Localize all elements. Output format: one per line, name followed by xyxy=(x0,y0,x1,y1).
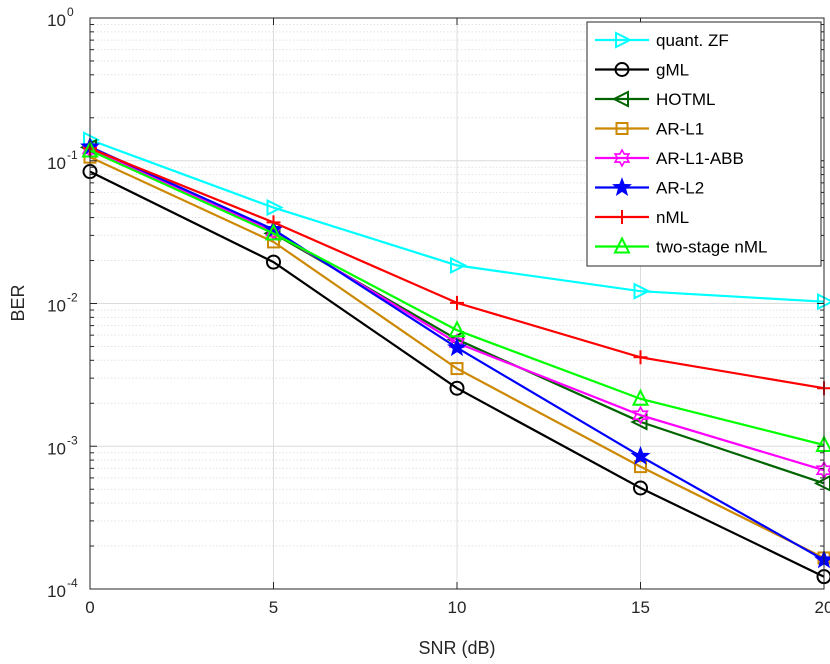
data-point xyxy=(817,293,830,311)
legend-label: nML xyxy=(656,208,689,227)
data-point xyxy=(450,256,468,274)
legend-label: quant. ZF xyxy=(656,31,729,50)
data-point xyxy=(267,235,280,249)
data-point xyxy=(633,350,648,365)
legend-entry: HOTML xyxy=(595,90,716,109)
y-tick-label: 10 xyxy=(47,297,66,316)
legend-entry: nML xyxy=(595,208,689,227)
y-tick-label: 10 xyxy=(47,154,66,173)
data-point xyxy=(264,223,283,241)
legend-label: AR-L1 xyxy=(656,120,704,139)
data-point xyxy=(448,319,466,338)
x-axis-label: SNR (dB) xyxy=(418,638,495,658)
data-point xyxy=(450,295,464,310)
y-tick-exponent: 0 xyxy=(67,5,74,19)
y-tick-exponent: -1 xyxy=(67,148,78,162)
legend-entry: gML xyxy=(595,61,689,80)
legend-label: AR-L2 xyxy=(656,179,704,198)
data-point xyxy=(813,475,830,492)
legend-marker xyxy=(615,122,629,135)
data-point xyxy=(631,388,650,406)
legend-entry: AR-L2 xyxy=(595,177,704,198)
legend-marker xyxy=(613,148,631,168)
legend-marker xyxy=(615,31,633,49)
legend-label: HOTML xyxy=(656,90,716,109)
series-quant-zf xyxy=(83,131,830,311)
legend-label: gML xyxy=(656,61,689,80)
series-group xyxy=(79,131,830,585)
data-point xyxy=(266,254,281,270)
y-tick-exponent: -3 xyxy=(67,433,78,447)
legend-entry: quant. ZF xyxy=(595,31,729,50)
data-point xyxy=(630,445,651,465)
series-line xyxy=(89,138,825,303)
data-point xyxy=(633,480,648,496)
series-line xyxy=(89,170,825,578)
series-line xyxy=(89,149,825,447)
data-point xyxy=(450,362,464,376)
y-tick-label: 10 xyxy=(47,439,66,458)
series-line xyxy=(89,156,825,559)
x-tick-label: 0 xyxy=(85,598,94,617)
data-point xyxy=(632,405,649,425)
legend-marker xyxy=(612,177,632,196)
data-point xyxy=(633,282,651,300)
y-tick-label: 10 xyxy=(47,11,66,30)
y-tick-exponent: -2 xyxy=(67,291,78,305)
data-point xyxy=(630,413,648,431)
legend-marker xyxy=(613,236,631,254)
data-point xyxy=(447,337,467,357)
data-point xyxy=(266,198,284,217)
x-tick-label: 20 xyxy=(815,598,830,617)
x-tick-label: 15 xyxy=(631,598,650,617)
legend-entry: AR-L1 xyxy=(595,120,704,139)
x-tick-label: 5 xyxy=(269,598,278,617)
data-point xyxy=(449,380,465,396)
data-point xyxy=(634,460,647,474)
legend-label: AR-L1-ABB xyxy=(656,149,744,168)
legend-entry: AR-L1-ABB xyxy=(595,148,744,168)
x-tick-label: 10 xyxy=(448,598,467,617)
y-tick-exponent: -4 xyxy=(67,576,78,590)
y-axis-label: BER xyxy=(8,284,28,321)
series-nml xyxy=(83,141,830,396)
legend-label: two-stage nML xyxy=(656,238,768,257)
legend-box xyxy=(586,21,822,267)
legend-marker xyxy=(615,210,629,224)
legend: quant. ZF gML HOTML AR-L1 AR-L1-ABB AR-L2 nML t… xyxy=(586,21,822,267)
legend-marker xyxy=(611,90,629,108)
legend-entry: two-stage nML xyxy=(595,236,768,257)
y-tick-label: 10 xyxy=(47,582,66,601)
legend-marker xyxy=(614,62,630,77)
